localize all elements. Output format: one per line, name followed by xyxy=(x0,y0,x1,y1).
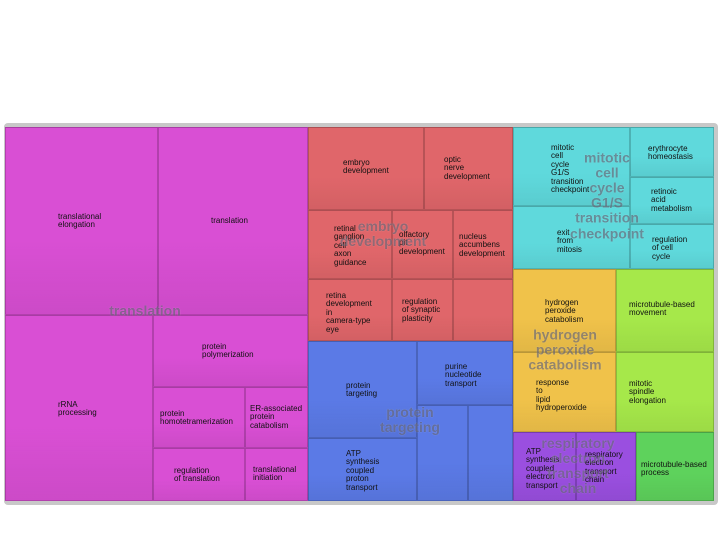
tile-label: ATP synthesis coupled electron transport xyxy=(526,447,560,490)
tile-label: regulation of synaptic plasticity xyxy=(402,297,441,323)
treemap-tile: optic nerve development xyxy=(424,127,513,210)
tile-label: retinal ganglion cell axon guidance xyxy=(334,224,367,267)
tile-label: ATP synthesis coupled proton transport xyxy=(346,449,380,492)
tile-label: retinoic acid metabolism xyxy=(651,187,692,213)
tile-label: protein polymerization xyxy=(202,342,254,360)
treemap-tile: microtubule-based process xyxy=(636,432,714,501)
treemap-tile: protein targeting xyxy=(308,341,417,438)
treemap-tile: response to lipid hydroperoxide xyxy=(513,352,616,432)
treemap-chart: translational elongation translation rRNA … xyxy=(5,127,714,501)
tile-label: translation xyxy=(211,216,248,225)
tile-label: retina development in camera-type eye xyxy=(326,291,372,334)
treemap-tile: erythrocyte homeostasis xyxy=(630,127,714,177)
tile-label: regulation of cell cycle xyxy=(652,235,688,261)
tile-label: mitotic cell cycle G1/S transition check… xyxy=(551,143,590,194)
tile-label: translational initiation xyxy=(253,465,297,483)
treemap-tile: embryo development xyxy=(308,127,424,210)
tile-label: olfactory pit development xyxy=(399,230,445,256)
treemap-tile: regulation of translation xyxy=(153,448,245,501)
treemap-tile: translational elongation xyxy=(5,127,158,315)
tile-label: hydrogen peroxide catabolism xyxy=(545,298,584,324)
treemap-tile: olfactory pit development xyxy=(392,210,453,279)
tile-label: protein targeting xyxy=(346,381,378,399)
tile-label: mitotic spindle elongation xyxy=(629,379,666,405)
treemap-tile: regulation of synaptic plasticity xyxy=(392,279,453,341)
treemap-tile: protein polymerization xyxy=(153,315,308,387)
tile-label: erythrocyte homeostasis xyxy=(648,144,693,162)
treemap-tile: purine nucleotide transport xyxy=(417,341,513,405)
tile-label: rRNA processing xyxy=(58,400,97,418)
treemap-tile: exit from mitosis xyxy=(513,206,630,269)
tile-label: microtubule-based movement xyxy=(629,300,695,318)
treemap-tile: retina development in camera-type eye xyxy=(308,279,392,341)
tile-label: microtubule-based process xyxy=(641,460,707,478)
tile-label: nucleus accumbens development xyxy=(459,232,505,258)
treemap-tile: mitotic cell cycle G1/S transition check… xyxy=(513,127,630,206)
treemap-tile xyxy=(453,279,513,341)
treemap-tile: ER-associated protein catabolism xyxy=(245,387,308,448)
treemap-tile: translation xyxy=(158,127,308,315)
tile-label: embryo development xyxy=(343,158,389,176)
treemap-tile: regulation of cell cycle xyxy=(630,224,714,269)
treemap-tile: rRNA processing xyxy=(5,315,153,501)
tile-label: purine nucleotide transport xyxy=(445,362,482,388)
treemap-tile: mitotic spindle elongation xyxy=(616,352,714,432)
tile-label: respiratory electron transport chain xyxy=(585,450,623,485)
treemap-tile: ATP synthesis coupled electron transport xyxy=(513,432,576,501)
tile-label: ER-associated protein catabolism xyxy=(250,404,303,430)
tile-label: protein homotetramerization xyxy=(160,409,233,427)
treemap-tile: protein homotetramerization xyxy=(153,387,245,448)
tile-label: exit from mitosis xyxy=(557,228,582,254)
treemap-tile: ATP synthesis coupled proton transport xyxy=(308,438,417,501)
treemap-tile xyxy=(468,405,513,501)
tile-label: regulation of translation xyxy=(174,466,220,484)
treemap-tile: nucleus accumbens development xyxy=(453,210,513,279)
tile-label: response to lipid hydroperoxide xyxy=(536,378,587,413)
treemap-tile: retinal ganglion cell axon guidance xyxy=(308,210,392,279)
treemap-tile: respiratory electron transport chain xyxy=(576,432,636,501)
treemap-tile: microtubule-based movement xyxy=(616,269,714,352)
treemap-tile xyxy=(417,405,468,501)
tile-label: optic nerve development xyxy=(444,155,490,181)
treemap-tile: translational initiation xyxy=(245,448,308,501)
tile-label: translational elongation xyxy=(58,212,102,230)
treemap-tile: hydrogen peroxide catabolism xyxy=(513,269,616,352)
treemap-tile: retinoic acid metabolism xyxy=(630,177,714,224)
